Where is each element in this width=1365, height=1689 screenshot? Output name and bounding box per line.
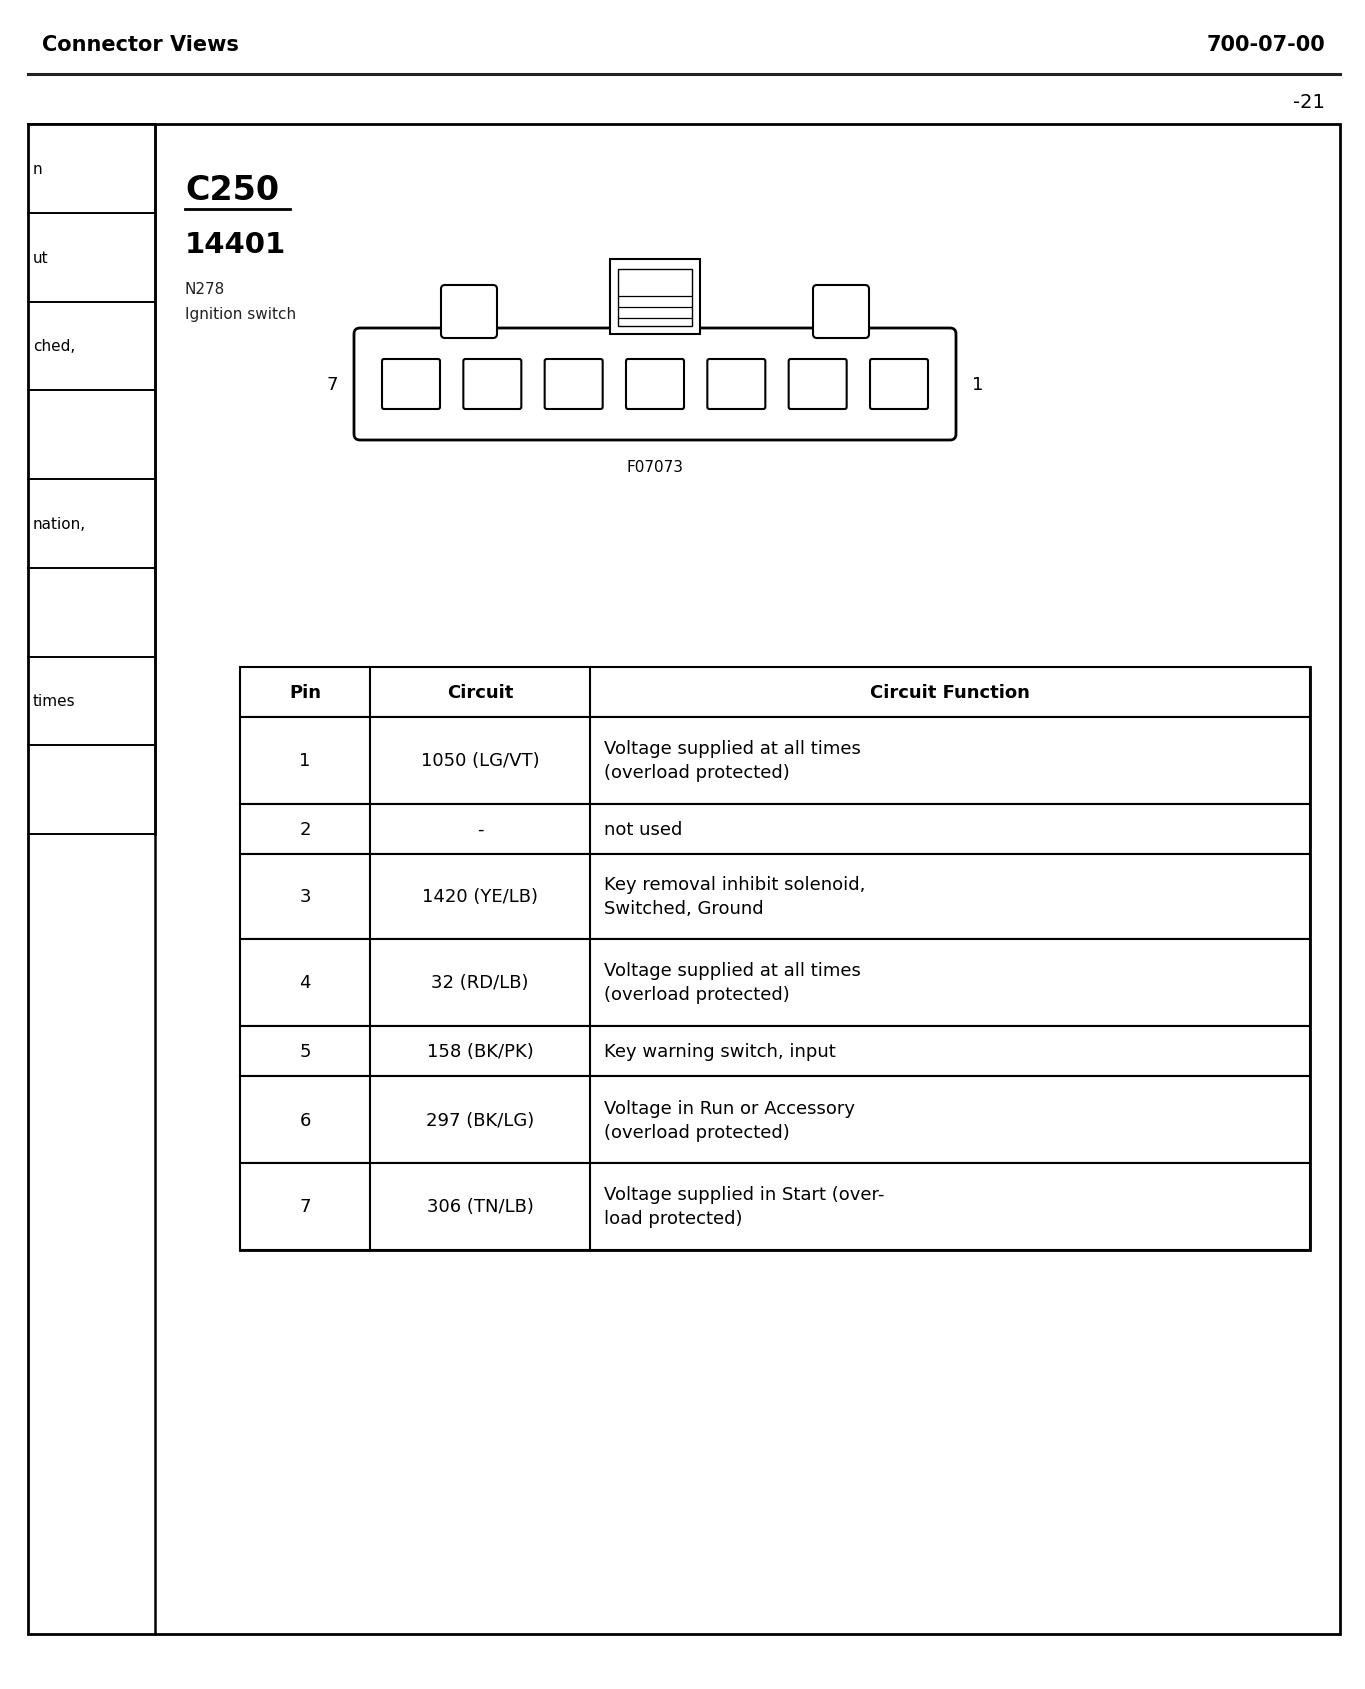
Text: (overload protected): (overload protected) <box>603 1123 790 1140</box>
Text: 5: 5 <box>299 1042 311 1061</box>
FancyBboxPatch shape <box>814 285 870 339</box>
FancyBboxPatch shape <box>382 360 440 410</box>
Text: not used: not used <box>603 821 682 838</box>
Bar <box>240 1164 1310 1250</box>
Text: 297 (BK/LG): 297 (BK/LG) <box>426 1111 534 1128</box>
Text: 1050 (LG/VT): 1050 (LG/VT) <box>420 752 539 770</box>
Text: (overload protected): (overload protected) <box>603 763 790 782</box>
Text: 306 (TN/LB): 306 (TN/LB) <box>426 1198 534 1216</box>
Text: (overload protected): (overload protected) <box>603 986 790 1003</box>
Bar <box>240 667 1310 718</box>
FancyBboxPatch shape <box>707 360 766 410</box>
Text: 7: 7 <box>299 1198 311 1216</box>
Text: n: n <box>33 162 42 177</box>
Text: Ignition switch: Ignition switch <box>186 306 296 321</box>
Text: Voltage supplied in Start (over-: Voltage supplied in Start (over- <box>603 1186 885 1204</box>
Bar <box>240 667 1310 1250</box>
Bar <box>240 855 1310 939</box>
Bar <box>240 718 1310 804</box>
Text: ched,: ched, <box>33 339 75 355</box>
Bar <box>610 260 700 334</box>
Text: 1: 1 <box>299 752 311 770</box>
Text: Key warning switch, input: Key warning switch, input <box>603 1042 835 1061</box>
Text: 6: 6 <box>299 1111 311 1128</box>
FancyBboxPatch shape <box>870 360 928 410</box>
Bar <box>240 804 1310 855</box>
Text: Pin: Pin <box>289 684 321 701</box>
Text: 1420 (YE/LB): 1420 (YE/LB) <box>422 888 538 905</box>
FancyBboxPatch shape <box>354 329 956 441</box>
Text: Voltage supplied at all times: Voltage supplied at all times <box>603 740 861 758</box>
Text: F07073: F07073 <box>627 459 684 475</box>
Text: ut: ut <box>33 250 49 265</box>
FancyBboxPatch shape <box>463 360 521 410</box>
Text: Voltage supplied at all times: Voltage supplied at all times <box>603 963 861 980</box>
Bar <box>240 1076 1310 1164</box>
Text: load protected): load protected) <box>603 1209 743 1228</box>
Text: Connector Views: Connector Views <box>42 35 239 56</box>
Text: Circuit Function: Circuit Function <box>870 684 1031 701</box>
Text: Switched, Ground: Switched, Ground <box>603 900 763 917</box>
FancyBboxPatch shape <box>627 360 684 410</box>
Text: N278: N278 <box>186 282 225 297</box>
Text: Circuit: Circuit <box>446 684 513 701</box>
Text: times: times <box>33 694 75 709</box>
Text: 32 (RD/LB): 32 (RD/LB) <box>431 975 528 991</box>
Text: 158 (BK/PK): 158 (BK/PK) <box>427 1042 534 1061</box>
Text: 7: 7 <box>326 375 339 394</box>
Text: Key removal inhibit solenoid,: Key removal inhibit solenoid, <box>603 877 865 893</box>
Text: 14401: 14401 <box>186 231 287 258</box>
Text: Voltage in Run or Accessory: Voltage in Run or Accessory <box>603 1100 854 1116</box>
FancyBboxPatch shape <box>789 360 846 410</box>
Text: -21: -21 <box>1293 93 1325 111</box>
Text: 2: 2 <box>299 821 311 838</box>
Text: nation,: nation, <box>33 517 86 532</box>
Text: 700-07-00: 700-07-00 <box>1207 35 1325 56</box>
Bar <box>29 125 1340 1633</box>
Text: 4: 4 <box>299 975 311 991</box>
Text: -: - <box>476 821 483 838</box>
Bar <box>240 939 1310 1027</box>
Text: 3: 3 <box>299 888 311 905</box>
FancyBboxPatch shape <box>441 285 497 339</box>
FancyBboxPatch shape <box>545 360 603 410</box>
Text: 1: 1 <box>972 375 983 394</box>
Bar <box>240 1027 1310 1076</box>
Text: C250: C250 <box>186 174 278 206</box>
Bar <box>618 270 692 326</box>
